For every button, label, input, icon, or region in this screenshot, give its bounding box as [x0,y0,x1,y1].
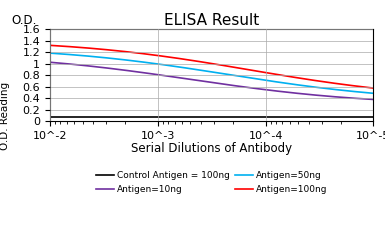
Antigen=10ng [176,76,181,79]
Control Antigen = 100ng [87,115,91,118]
Antigen=50ng [371,92,376,95]
Antigen=100ng [251,69,256,72]
Antigen=10ng [283,91,288,93]
Control Antigen = 100ng [251,115,256,118]
Line: Antigen=100ng: Antigen=100ng [50,45,373,88]
Text: O.D. Reading: O.D. Reading [0,82,10,150]
Line: Antigen=50ng: Antigen=50ng [50,53,373,93]
Control Antigen = 100ng [153,115,158,118]
Antigen=50ng [281,82,286,84]
Antigen=50ng [48,52,52,54]
Antigen=50ng [176,65,181,68]
Legend: Control Antigen = 100ng, Antigen=10ng, Antigen=50ng, Antigen=100ng: Control Antigen = 100ng, Antigen=10ng, A… [92,168,331,197]
Antigen=10ng [153,73,158,76]
Control Antigen = 100ng [371,115,376,118]
Antigen=10ng [251,87,256,90]
Antigen=10ng [48,61,52,64]
Antigen=100ng [48,44,52,47]
Antigen=100ng [87,47,91,50]
Control Antigen = 100ng [48,115,52,118]
Antigen=100ng [371,87,376,90]
Text: O.D.: O.D. [11,14,37,27]
Antigen=50ng [87,55,91,58]
Antigen=10ng [371,98,376,101]
Line: Antigen=10ng: Antigen=10ng [50,62,373,99]
X-axis label: Serial Dilutions of Antibody: Serial Dilutions of Antibody [131,142,292,155]
Antigen=50ng [153,62,158,65]
Antigen=100ng [281,74,286,77]
Control Antigen = 100ng [283,115,288,118]
Antigen=50ng [283,82,288,84]
Control Antigen = 100ng [176,115,181,118]
Antigen=10ng [281,90,286,93]
Antigen=100ng [176,57,181,60]
Antigen=10ng [87,65,91,68]
Antigen=100ng [283,74,288,77]
Antigen=100ng [153,54,158,57]
Title: ELISA Result: ELISA Result [164,13,259,28]
Control Antigen = 100ng [281,115,286,118]
Antigen=50ng [251,77,256,80]
